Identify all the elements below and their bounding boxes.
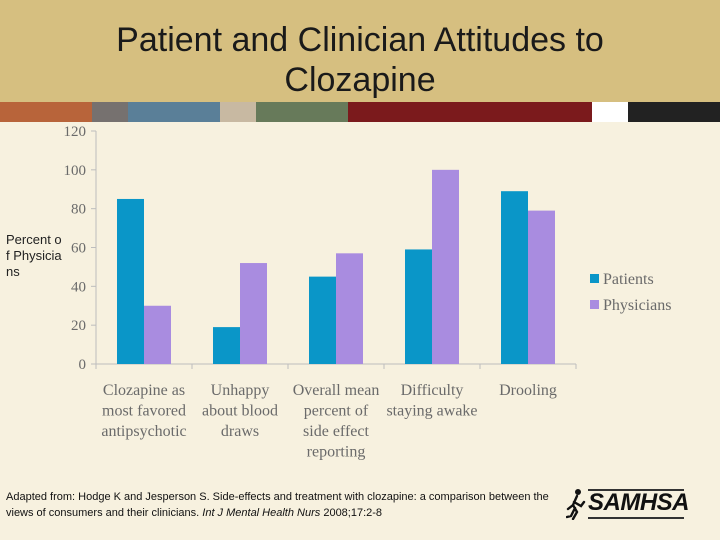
stripe-segment bbox=[220, 102, 256, 122]
y-tick-label: 100 bbox=[64, 163, 87, 179]
stripe-segment bbox=[0, 102, 92, 122]
bar-physicians-0 bbox=[144, 305, 171, 364]
x-category-label: Unhappy about blood draws bbox=[202, 382, 278, 440]
x-category-label: Overall mean percent of side effect reporti… bbox=[293, 382, 380, 461]
stripe-segment bbox=[92, 102, 128, 122]
x-category-label: Drooling bbox=[499, 382, 557, 399]
y-tick-label: 80 bbox=[71, 202, 86, 218]
stripe-segment bbox=[256, 102, 348, 122]
citation-journal: Int J Mental Health Nurs bbox=[202, 507, 321, 519]
title-band bbox=[0, 0, 720, 102]
stripe-segment bbox=[592, 102, 628, 122]
bar-patients-2 bbox=[309, 276, 336, 364]
x-category-label: Difficulty staying awake bbox=[386, 382, 477, 420]
citation-tail: 2008;17:2-8 bbox=[323, 507, 383, 519]
bar-physicians-1 bbox=[240, 263, 267, 364]
x-category-label: Clozapine as most favored antipsychotic bbox=[101, 382, 186, 440]
y-tick-label: 60 bbox=[71, 241, 86, 257]
legend-swatch-physicians bbox=[590, 300, 599, 309]
logo-rule-bottom bbox=[588, 517, 684, 519]
legend-label-physicians: Physicians bbox=[603, 297, 671, 314]
y-tick-label: 0 bbox=[79, 357, 87, 373]
logo-text: SAMHSA bbox=[588, 489, 690, 516]
decorative-stripe bbox=[0, 102, 720, 122]
y-tick-label: 20 bbox=[71, 318, 86, 334]
bar-physicians-4 bbox=[528, 210, 555, 364]
y-axis-label: Percent of Physicians bbox=[6, 232, 62, 279]
bar-patients-3 bbox=[405, 249, 432, 364]
samhsa-logo: SAMHSA bbox=[566, 486, 690, 522]
page-title: Patient and Clinician Attitudes to Cloza… bbox=[116, 21, 604, 99]
bar-patients-1 bbox=[213, 327, 240, 364]
y-tick-label: 120 bbox=[64, 124, 87, 140]
citation-text: Adapted from: Hodge K and Jesperson S. S… bbox=[6, 491, 549, 519]
stripe-segment bbox=[628, 102, 720, 122]
bar-physicians-2 bbox=[336, 253, 363, 364]
y-tick-label: 40 bbox=[71, 279, 86, 295]
stripe-segment bbox=[128, 102, 220, 122]
logo-rule-top bbox=[588, 489, 684, 491]
legend-label-patients: Patients bbox=[603, 271, 654, 288]
legend-swatch-patients bbox=[590, 274, 599, 283]
citation: Adapted from: Hodge K and Jesperson S. S… bbox=[6, 489, 566, 521]
bar-patients-4 bbox=[501, 191, 528, 364]
running-figure-icon bbox=[566, 489, 586, 520]
bar-patients-0 bbox=[117, 198, 144, 364]
stripe-segment bbox=[348, 102, 592, 122]
bar-physicians-3 bbox=[432, 169, 459, 364]
